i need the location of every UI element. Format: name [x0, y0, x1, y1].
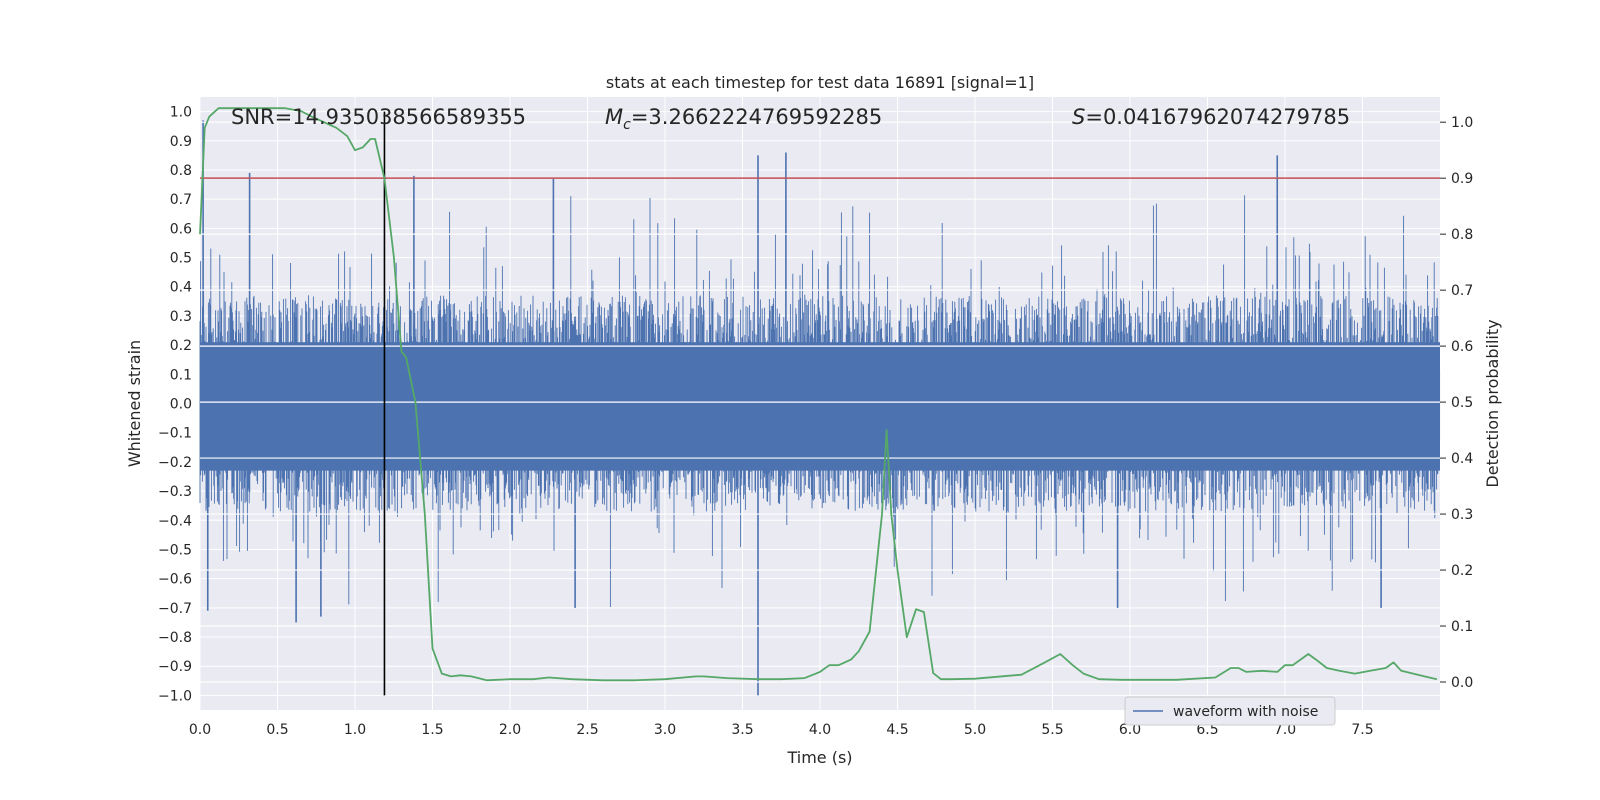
y-right-tick-label: 0.9 — [1451, 171, 1473, 187]
y-left-tick-label: −0.9 — [158, 659, 192, 675]
tick-labels: 0.0 0.5 1.0 1.5 2.0 2.5 3.0 3.5 4.0 4.5 5.0 5.5 6.0 6… — [158, 105, 1473, 738]
s-annotation: S=0.04167962074279785 — [1072, 105, 1350, 129]
y-left-tick-label: −0.8 — [158, 630, 192, 646]
s-value: =0.04167962074279785 — [1085, 105, 1350, 129]
y-left-tick-label: −1.0 — [158, 688, 192, 704]
x-tick-label: 7.5 — [1351, 722, 1373, 738]
y-left-tick-label: 0.8 — [170, 163, 192, 179]
y-right-tick-label: 0.2 — [1451, 563, 1473, 579]
y-right-tick-label: 0.1 — [1451, 619, 1473, 635]
chirp-mass-annotation: Mc=3.2662224769592285 — [605, 105, 882, 133]
y-left-tick-label: 1.0 — [170, 105, 192, 121]
detection-probability-line — [199, 107, 1438, 682]
x-tick-label: 5.5 — [1041, 722, 1063, 738]
x-tick-label: 6.5 — [1196, 722, 1218, 738]
y-right-tick-label: 0.5 — [1451, 395, 1473, 411]
x-tick-label: 1.5 — [421, 722, 443, 738]
y-right-tick-label: 0.6 — [1451, 339, 1473, 355]
chirp-mass-symbol: M — [605, 105, 623, 129]
chirp-mass-value: =3.2662224769592285 — [631, 105, 882, 129]
waveform-core-band — [200, 342, 1440, 471]
legend-box — [1124, 696, 1336, 726]
x-tick-label: 5.0 — [964, 722, 986, 738]
y-axis-label-right: Detection probability — [1483, 319, 1502, 487]
x-tick-label: 4.5 — [886, 722, 908, 738]
y-right-tick-label: 0.3 — [1451, 507, 1473, 523]
y-left-tick-label: 0.7 — [170, 192, 192, 208]
x-tick-label: 3.0 — [654, 722, 676, 738]
y-left-tick-label: −0.4 — [158, 513, 192, 529]
x-tick-label: 0.0 — [189, 722, 211, 738]
x-axis-label: Time (s) — [786, 748, 852, 767]
y-right-tick-label: 0.7 — [1451, 283, 1473, 299]
x-tick-label: 1.0 — [344, 722, 366, 738]
y-left-tick-label: −0.6 — [158, 572, 192, 588]
y-left-tick-label: 0.4 — [170, 280, 192, 296]
y-right-tick-label: 0.8 — [1451, 227, 1473, 243]
x-tick-label: 2.5 — [576, 722, 598, 738]
y-right-tick-label: 1.0 — [1451, 115, 1473, 131]
chirp-mass-subscript: c — [623, 117, 631, 133]
legend: waveform with noise — [1124, 696, 1336, 726]
y-left-tick-label: 0.6 — [170, 221, 192, 237]
y-axis-label-left: Whitened strain — [125, 340, 144, 467]
x-tick-label: 4.0 — [809, 722, 831, 738]
legend-label-waveform: waveform with noise — [1173, 704, 1318, 720]
s-symbol: S — [1072, 105, 1085, 129]
y-left-tick-label: −0.2 — [158, 455, 192, 471]
overlay-lines — [199, 107, 1440, 696]
y-left-tick-label: 0.9 — [170, 134, 192, 150]
y-left-tick-label: 0.1 — [170, 367, 192, 383]
y-left-tick-label: −0.7 — [158, 601, 192, 617]
snr-annotation: SNR=14.935038566589355 — [231, 105, 526, 129]
x-tick-label: 6.0 — [1119, 722, 1141, 738]
y-left-tick-label: 0.0 — [170, 397, 192, 413]
y-left-tick-label: −0.5 — [158, 542, 192, 558]
x-tick-label: 3.5 — [731, 722, 753, 738]
y-right-tick-label: 0.4 — [1451, 451, 1473, 467]
y-left-tick-label: 0.5 — [170, 251, 192, 267]
x-tick-label: 0.5 — [266, 722, 288, 738]
x-tick-label: 2.0 — [499, 722, 521, 738]
x-tick-label: 7.0 — [1274, 722, 1296, 738]
chart-title: stats at each timestep for test data 168… — [606, 73, 1034, 92]
y-left-tick-label: −0.1 — [158, 426, 192, 442]
y-left-tick-label: 0.3 — [170, 309, 192, 325]
y-left-tick-label: 0.2 — [170, 338, 192, 354]
y-left-tick-label: −0.3 — [158, 484, 192, 500]
y-right-tick-label: 0.0 — [1451, 675, 1473, 691]
